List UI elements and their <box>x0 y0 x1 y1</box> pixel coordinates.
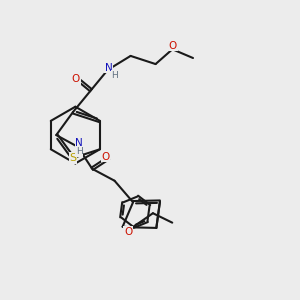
Text: H: H <box>111 71 118 80</box>
Text: S: S <box>69 153 76 163</box>
Text: O: O <box>124 227 132 237</box>
Text: O: O <box>72 74 80 84</box>
Text: O: O <box>101 152 110 162</box>
Text: N: N <box>105 62 112 73</box>
Text: N: N <box>75 138 83 148</box>
Text: H: H <box>76 147 83 156</box>
Text: O: O <box>169 41 177 51</box>
